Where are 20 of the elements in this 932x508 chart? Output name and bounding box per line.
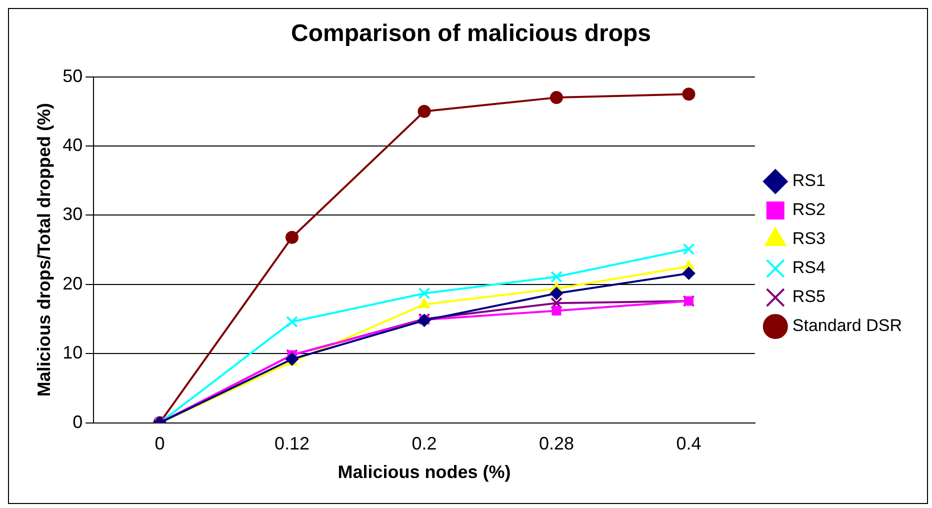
- x-axis-title: Malicious nodes (%): [338, 462, 511, 482]
- legend-label: RS2: [792, 200, 826, 220]
- x-tick-label: 0.28: [538, 434, 574, 454]
- y-tick-label: 0: [72, 412, 83, 432]
- y-tick-label: 50: [62, 66, 83, 86]
- y-tick-label: 20: [62, 273, 83, 294]
- y-tick-label: 10: [62, 342, 83, 363]
- y-tick-label: 40: [62, 134, 83, 155]
- y-tick-label: 30: [62, 204, 83, 224]
- legend-label: RS5: [792, 287, 826, 306]
- x-tick-label: 0.12: [274, 434, 310, 454]
- x-tick-label: 0.2: [412, 434, 437, 454]
- legend-label: Standard DSR: [792, 316, 902, 336]
- y-axis-title: Malicious drops/Total dropped (%): [34, 102, 54, 397]
- legend-label: RS3: [792, 229, 826, 248]
- legend-label: RS4: [792, 258, 826, 278]
- legend-label: RS1: [792, 171, 826, 190]
- chart-title: Comparison of malicious drops: [290, 20, 652, 48]
- x-tick-label: 0.4: [676, 434, 702, 454]
- x-tick-label: 0: [154, 434, 165, 454]
